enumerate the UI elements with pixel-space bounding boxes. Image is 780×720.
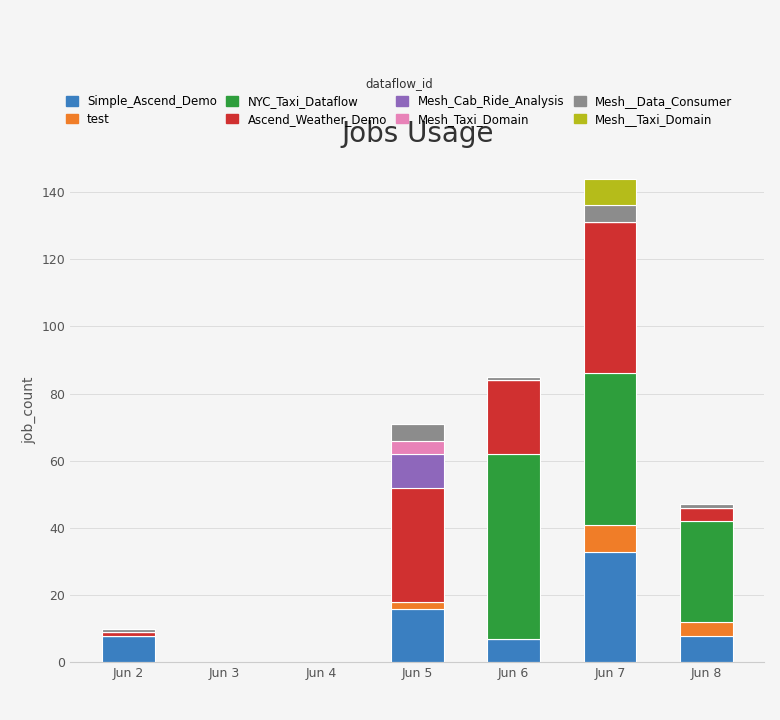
Bar xyxy=(391,487,444,602)
Bar xyxy=(680,636,733,662)
Bar xyxy=(583,205,636,222)
Bar xyxy=(101,636,154,662)
Bar xyxy=(680,505,733,508)
Bar xyxy=(391,608,444,662)
Bar xyxy=(391,602,444,608)
Bar xyxy=(583,222,636,374)
Title: Jobs Usage: Jobs Usage xyxy=(341,120,494,148)
Bar xyxy=(680,521,733,622)
Bar xyxy=(101,632,154,636)
Bar xyxy=(488,454,540,639)
Bar xyxy=(583,179,636,205)
Bar xyxy=(680,622,733,636)
Bar xyxy=(680,508,733,521)
Bar xyxy=(488,377,540,380)
Bar xyxy=(391,441,444,454)
Bar xyxy=(101,629,154,632)
Bar xyxy=(583,525,636,552)
Y-axis label: job_count: job_count xyxy=(22,377,36,444)
Bar xyxy=(391,454,444,487)
Bar xyxy=(488,380,540,454)
Bar xyxy=(583,374,636,525)
Bar xyxy=(391,424,444,441)
Legend: Simple_Ascend_Demo, test, NYC_Taxi_Dataflow, Ascend_Weather_Demo, Mesh_Cab_Ride_: Simple_Ascend_Demo, test, NYC_Taxi_Dataf… xyxy=(62,73,736,129)
Bar xyxy=(488,639,540,662)
Bar xyxy=(583,552,636,662)
